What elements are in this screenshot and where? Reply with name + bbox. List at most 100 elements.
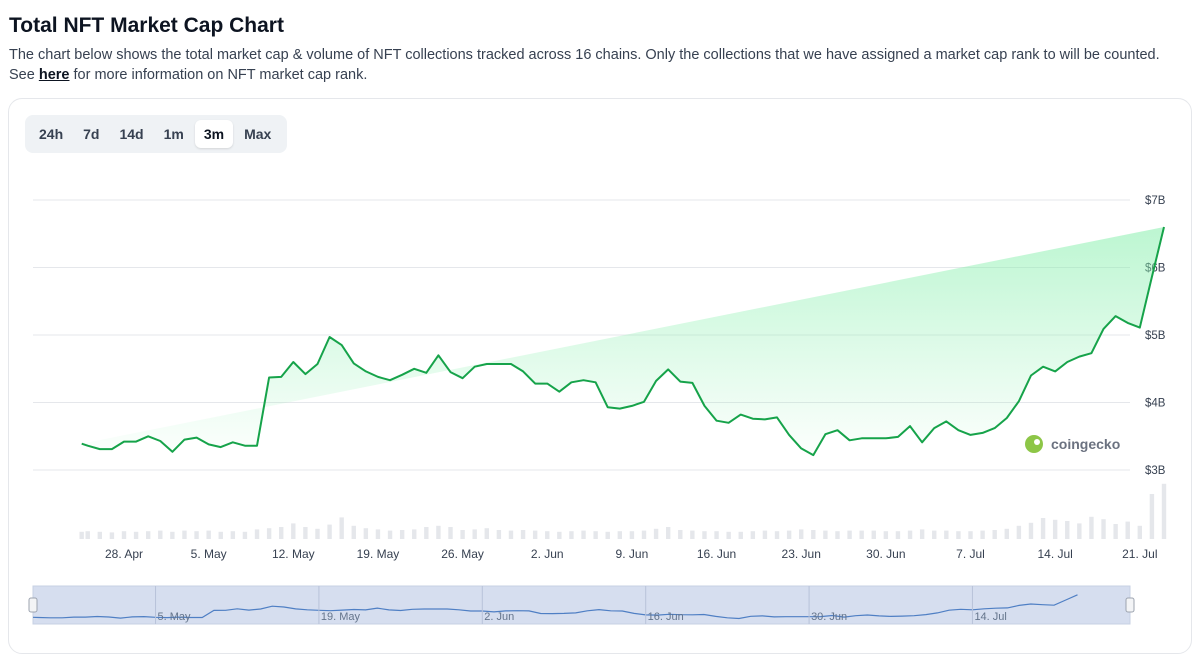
volume-bar	[1113, 524, 1118, 539]
page-description: The chart below shows the total market c…	[9, 45, 1189, 85]
volume-bar	[315, 528, 320, 539]
volume-bar	[968, 531, 973, 539]
volume-bar	[158, 530, 163, 539]
volume-bar	[1040, 518, 1046, 539]
navigator-line	[32, 594, 1078, 620]
volume-bar	[569, 531, 574, 539]
volume-bar	[883, 531, 889, 539]
volume-bar	[387, 530, 393, 539]
volume-bar	[170, 531, 175, 539]
description-text-end: for more information on NFT market cap r…	[69, 67, 368, 83]
volume-bar	[895, 531, 901, 539]
volume-bar	[79, 531, 84, 539]
tab-14d[interactable]: 14d	[119, 126, 144, 142]
volume-bar	[1101, 519, 1106, 539]
volume-bar	[412, 529, 417, 539]
market-cap-area	[81, 227, 1165, 456]
volume-bar	[242, 531, 248, 539]
volume-bar	[206, 530, 211, 539]
volume-bar	[907, 530, 913, 539]
volume-bar	[97, 531, 103, 539]
volume-bar	[399, 530, 405, 539]
y-tick-label: $7B	[1145, 195, 1166, 207]
time-range-tabs: 24h 7d 14d 1m 3m Max	[25, 115, 288, 153]
volume-bar	[738, 531, 743, 539]
volume-bar	[327, 524, 332, 539]
volume-bar	[617, 531, 623, 539]
volume-bar	[1028, 522, 1034, 539]
volume-bar	[254, 529, 260, 539]
volume-bar	[605, 531, 610, 539]
volume-bar	[871, 530, 876, 539]
volume-bar	[339, 517, 344, 539]
volume-bar	[460, 530, 465, 539]
description-text: The chart below shows the total market c…	[9, 47, 1160, 83]
volume-bar	[1089, 516, 1094, 539]
navigator-tick-label: 14. Jul	[974, 611, 1006, 623]
tab-1m[interactable]: 1m	[163, 126, 184, 142]
volume-bar	[799, 529, 804, 539]
x-tick-label: 28. Apr	[105, 547, 143, 561]
volume-bar	[194, 531, 199, 539]
volume-bar	[1077, 523, 1082, 539]
tab-24h[interactable]: 24h	[39, 126, 64, 142]
volume-bar	[1161, 483, 1167, 539]
volume-bar	[85, 531, 90, 539]
x-tick-label: 21. Jul	[1122, 547, 1157, 561]
volume-bar	[581, 530, 586, 539]
volume-bar	[786, 530, 792, 539]
x-tick-label: 9. Jun	[616, 547, 649, 561]
volume-bar	[641, 530, 647, 539]
tab-max[interactable]: Max	[244, 126, 272, 142]
volume-bar	[726, 531, 731, 539]
x-tick-label: 12. May	[272, 547, 315, 561]
volume-bar	[182, 530, 187, 539]
navigator-tick-label: 19. May	[321, 611, 361, 623]
volume-bar	[1052, 519, 1058, 539]
x-tick-label: 16. Jun	[697, 547, 736, 561]
volume-bar	[532, 530, 538, 539]
volume-bar	[1137, 525, 1143, 539]
volume-bar	[714, 531, 719, 539]
volume-bar	[508, 530, 514, 539]
volume-bar	[629, 531, 635, 539]
volume-bar	[375, 529, 381, 539]
volume-bar	[1016, 525, 1022, 539]
volume-bar	[750, 531, 756, 539]
volume-bar	[774, 531, 780, 539]
volume-bar	[266, 528, 272, 539]
x-tick-label: 23. Jun	[782, 547, 821, 561]
market-cap-rank-link[interactable]: here	[38, 67, 70, 83]
volume-bar	[218, 531, 223, 539]
navigator-tick-label: 16. Jun	[648, 611, 684, 623]
y-tick-label: $3B	[1145, 465, 1166, 477]
x-tick-label: 19. May	[357, 547, 400, 561]
volume-bar	[859, 530, 864, 539]
navigator-handle[interactable]	[28, 597, 38, 613]
tab-7d[interactable]: 7d	[83, 126, 100, 142]
volume-bar	[593, 531, 598, 539]
volume-bar	[932, 530, 937, 539]
volume-bar	[121, 531, 127, 539]
x-tick-label: 26. May	[441, 547, 484, 561]
volume-bar	[919, 529, 925, 539]
volume-bar	[811, 530, 816, 539]
navigator-tick-label: 2. Jun	[484, 611, 514, 623]
volume-bar	[1004, 528, 1009, 539]
tab-3m[interactable]: 3m	[194, 120, 234, 148]
volume-bar	[424, 527, 429, 539]
watermark-text: coingecko	[1051, 436, 1120, 452]
volume-bar	[303, 527, 308, 539]
volume-bar	[835, 531, 840, 539]
volume-bar	[133, 531, 139, 539]
volume-bar	[1149, 494, 1155, 539]
volume-bar	[230, 531, 236, 539]
coingecko-watermark: coingecko	[1025, 435, 1120, 453]
volume-bar	[956, 531, 961, 539]
volume-bar	[448, 527, 453, 539]
market-cap-line	[81, 226, 1165, 457]
y-tick-label: $5B	[1145, 330, 1166, 342]
coingecko-logo-icon	[1025, 435, 1043, 453]
navigator-handle[interactable]	[1125, 597, 1135, 613]
